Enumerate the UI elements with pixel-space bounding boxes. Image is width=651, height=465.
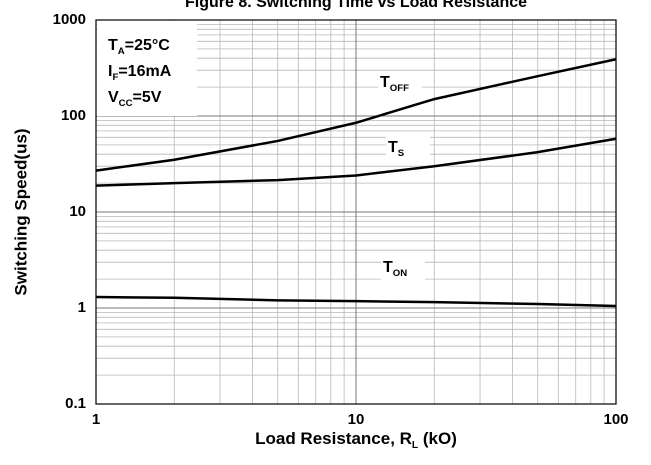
text-part: T — [380, 74, 390, 91]
annotation: VCC=5V — [108, 89, 162, 108]
x-tick-label: 1 — [92, 411, 100, 428]
x-axis-label: Load Resistance, RL (kO) — [255, 429, 457, 450]
subscript: ON — [393, 268, 407, 279]
label-bg — [378, 71, 422, 97]
label-bg — [386, 136, 430, 162]
series-line — [95, 58, 617, 172]
text-part: V — [108, 89, 119, 106]
y-tick-label: 1000 — [53, 11, 86, 28]
subscript: L — [412, 440, 418, 451]
text-part: (kO) — [418, 429, 457, 448]
y-tick-label: 100 — [61, 107, 86, 124]
series-label: TS — [388, 139, 405, 158]
annotation: TA=25°C — [108, 37, 170, 56]
text-part: T — [388, 139, 398, 156]
subscript: OFF — [390, 83, 409, 94]
text-part: =25°C — [125, 37, 171, 54]
text-part: =5V — [133, 89, 162, 106]
y-tick-label: 10 — [69, 203, 86, 220]
series-label: TOFF — [380, 74, 409, 93]
subscript: F — [112, 72, 118, 83]
text-part: T — [383, 259, 393, 276]
subscript: CC — [119, 98, 133, 109]
subscript: A — [118, 46, 125, 57]
annotation-box — [97, 21, 197, 116]
text-part: Load Resistance, R — [255, 429, 412, 448]
text-part: I — [108, 63, 112, 80]
label-bg — [381, 256, 425, 282]
annotation: IF=16mA — [108, 63, 172, 82]
series-label: TON — [383, 259, 407, 278]
y-tick-label: 0.1 — [65, 395, 86, 412]
series-line — [95, 295, 617, 308]
plot-frame — [95, 19, 617, 405]
chart-title: Figure 8. Switching Time vs Load Resista… — [185, 0, 527, 11]
x-tick-label: 100 — [603, 411, 628, 428]
subscript: S — [398, 148, 405, 159]
x-tick-label: 10 — [348, 411, 365, 428]
series-line — [95, 137, 617, 187]
y-tick-label: 1 — [78, 299, 86, 316]
text-part: =16mA — [118, 63, 171, 80]
y-axis-label: Switching Speed(us) — [11, 128, 30, 295]
text-part: T — [108, 37, 118, 54]
